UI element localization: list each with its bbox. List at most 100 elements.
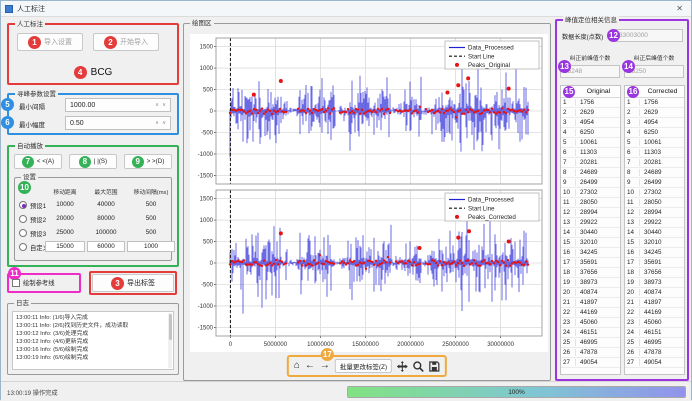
peak-row[interactable]: 2446151 — [561, 328, 620, 338]
peak-row[interactable]: 2244169 — [625, 308, 684, 318]
radio-icon[interactable] — [19, 243, 27, 251]
corrected-peaks-list[interactable]: 16 Corrected 117562262934954462505100616… — [624, 85, 685, 375]
peak-row[interactable]: 1430440 — [561, 228, 620, 238]
peak-row[interactable]: 1938973 — [625, 278, 684, 288]
forward-icon[interactable]: → — [320, 360, 330, 372]
data-length-label: 数据长度(点数) — [562, 32, 603, 41]
signal-plots[interactable]: -1500-1000-500050010001500Data_Processed… — [190, 34, 548, 352]
badge-10: 10 — [18, 181, 31, 194]
pause-button[interactable]: 8 | |(S) — [69, 154, 117, 169]
peak-row[interactable]: 2040874 — [625, 288, 684, 298]
peak-row[interactable]: 1634245 — [625, 248, 684, 258]
log-line: 13:00:16 Info: (5/6)绘制完成 — [16, 346, 165, 354]
zoom-icon[interactable] — [413, 361, 424, 372]
back-icon[interactable]: ← — [305, 360, 315, 372]
peak-row[interactable]: 2749054 — [625, 358, 684, 368]
peak-row[interactable]: 1532010 — [561, 238, 620, 248]
preset-label[interactable]: 预设2 — [30, 215, 46, 224]
radio-icon[interactable] — [19, 201, 27, 209]
peak-row[interactable]: 510061 — [625, 138, 684, 148]
peak-row[interactable]: 2647878 — [561, 348, 620, 358]
original-peaks-list[interactable]: 15 Original 1175622629349544625051006161… — [560, 85, 621, 375]
preset-input[interactable]: 15000 — [45, 241, 85, 252]
peak-row[interactable]: 510061 — [561, 138, 620, 148]
peak-row[interactable]: 611303 — [625, 148, 684, 158]
log-scrollbar[interactable] — [168, 313, 172, 368]
batch-change-labels-button[interactable]: 批量更改标签(Z) — [335, 359, 392, 373]
preset-input[interactable]: 60000 — [87, 241, 125, 252]
plot-canvas[interactable]: -1500-1000-500050010001500Data_Processed… — [190, 34, 548, 352]
peak-row[interactable]: 34954 — [625, 118, 684, 128]
plot-panel: 绘图区 -1500-1000-500050010001500Data_Proce… — [183, 19, 553, 381]
peak-row[interactable]: 1430440 — [625, 228, 684, 238]
close-icon[interactable]: ✕ — [672, 4, 687, 13]
peak-row[interactable]: 22629 — [625, 108, 684, 118]
peak-row[interactable]: 1027302 — [561, 188, 620, 198]
peak-row[interactable]: 2749054 — [561, 358, 620, 368]
peak-row[interactable]: 2244169 — [561, 308, 620, 318]
peak-row[interactable]: 11756 — [625, 98, 684, 108]
peak-row[interactable]: 34954 — [561, 118, 620, 128]
peak-row[interactable]: 1329922 — [625, 218, 684, 228]
badge-8: 8 — [79, 156, 91, 168]
autoplay-group: 自动播放 7 < <(A) 8 | |(S) 9 > >(D) 设置 10 移动… — [7, 145, 179, 267]
peak-row[interactable]: 2040874 — [561, 288, 620, 298]
export-labels-button[interactable]: 3 导出标签 — [92, 274, 174, 292]
peak-row[interactable]: 824689 — [561, 168, 620, 178]
peak-row[interactable]: 46250 — [625, 128, 684, 138]
badge-2: 2 — [104, 36, 117, 49]
peak-row[interactable]: 1532010 — [625, 238, 684, 248]
peak-row[interactable]: 46250 — [561, 128, 620, 138]
badge-1: 1 — [28, 36, 41, 49]
import-settings-button[interactable]: 1 导入设置 — [17, 33, 83, 51]
peak-row[interactable]: 1329922 — [561, 218, 620, 228]
preset-label[interactable]: 预设3 — [30, 229, 46, 238]
preset-label[interactable]: 预设1 — [30, 201, 46, 210]
peak-row[interactable]: 1128050 — [625, 198, 684, 208]
spin-down-icon: ∨ — [162, 102, 167, 108]
peak-row[interactable]: 824689 — [625, 168, 684, 178]
checkbox-icon[interactable] — [12, 279, 20, 287]
radio-icon[interactable] — [19, 229, 27, 237]
peak-row[interactable]: 2546995 — [625, 338, 684, 348]
peak-row[interactable]: 2141897 — [625, 298, 684, 308]
peak-row[interactable]: 1938973 — [561, 278, 620, 288]
pan-icon[interactable] — [397, 361, 408, 372]
peak-row[interactable]: 720281 — [561, 158, 620, 168]
peak-row[interactable]: 1837656 — [561, 268, 620, 278]
peak-row[interactable]: 611303 — [561, 148, 620, 158]
peak-row[interactable]: 926499 — [625, 178, 684, 188]
home-icon[interactable]: ⌂ — [294, 360, 300, 372]
start-import-button[interactable]: 2 开始导入 — [93, 33, 159, 51]
peak-row[interactable]: 2647878 — [625, 348, 684, 358]
peak-row[interactable]: 720281 — [625, 158, 684, 168]
move-right-button[interactable]: 9 > >(D) — [124, 154, 172, 169]
peak-row[interactable]: 1735691 — [625, 258, 684, 268]
min-interval-spinbox[interactable]: 1000.00 ∧ ∨ — [65, 98, 171, 112]
peak-row[interactable]: 22629 — [561, 108, 620, 118]
save-icon[interactable] — [429, 361, 440, 372]
peak-row[interactable]: 1735691 — [561, 258, 620, 268]
min-amplitude-spinbox[interactable]: 0.50 ∧ ∨ — [65, 116, 171, 130]
peak-row[interactable]: 2546995 — [561, 338, 620, 348]
peak-row[interactable]: 1634245 — [561, 248, 620, 258]
peak-row[interactable]: 2345060 — [561, 318, 620, 328]
peak-row[interactable]: 1837656 — [625, 268, 684, 278]
radio-icon[interactable] — [19, 215, 27, 223]
move-left-button[interactable]: 7 < <(A) — [14, 154, 62, 169]
peak-row[interactable]: 926499 — [561, 178, 620, 188]
peak-row[interactable]: 11756 — [561, 98, 620, 108]
peak-row[interactable]: 1128050 — [561, 198, 620, 208]
log-output[interactable]: 13:00:11 Info: (1/6)导入完成13:00:11 Info: (… — [12, 311, 174, 370]
peak-row[interactable]: 2141897 — [561, 298, 620, 308]
preset-input[interactable]: 1000 — [127, 241, 175, 252]
peak-row[interactable]: 2446151 — [625, 328, 684, 338]
ref-line-checkbox[interactable]: 绘制参考线 — [12, 278, 54, 287]
peak-row[interactable]: 1027302 — [625, 188, 684, 198]
corrected-header: Corrected — [641, 88, 684, 95]
svg-text:1000: 1000 — [200, 66, 214, 72]
peak-row[interactable]: 1228994 — [625, 208, 684, 218]
peak-row[interactable]: 2345060 — [625, 318, 684, 328]
svg-text:0: 0 — [210, 261, 214, 267]
peak-row[interactable]: 1228994 — [561, 208, 620, 218]
